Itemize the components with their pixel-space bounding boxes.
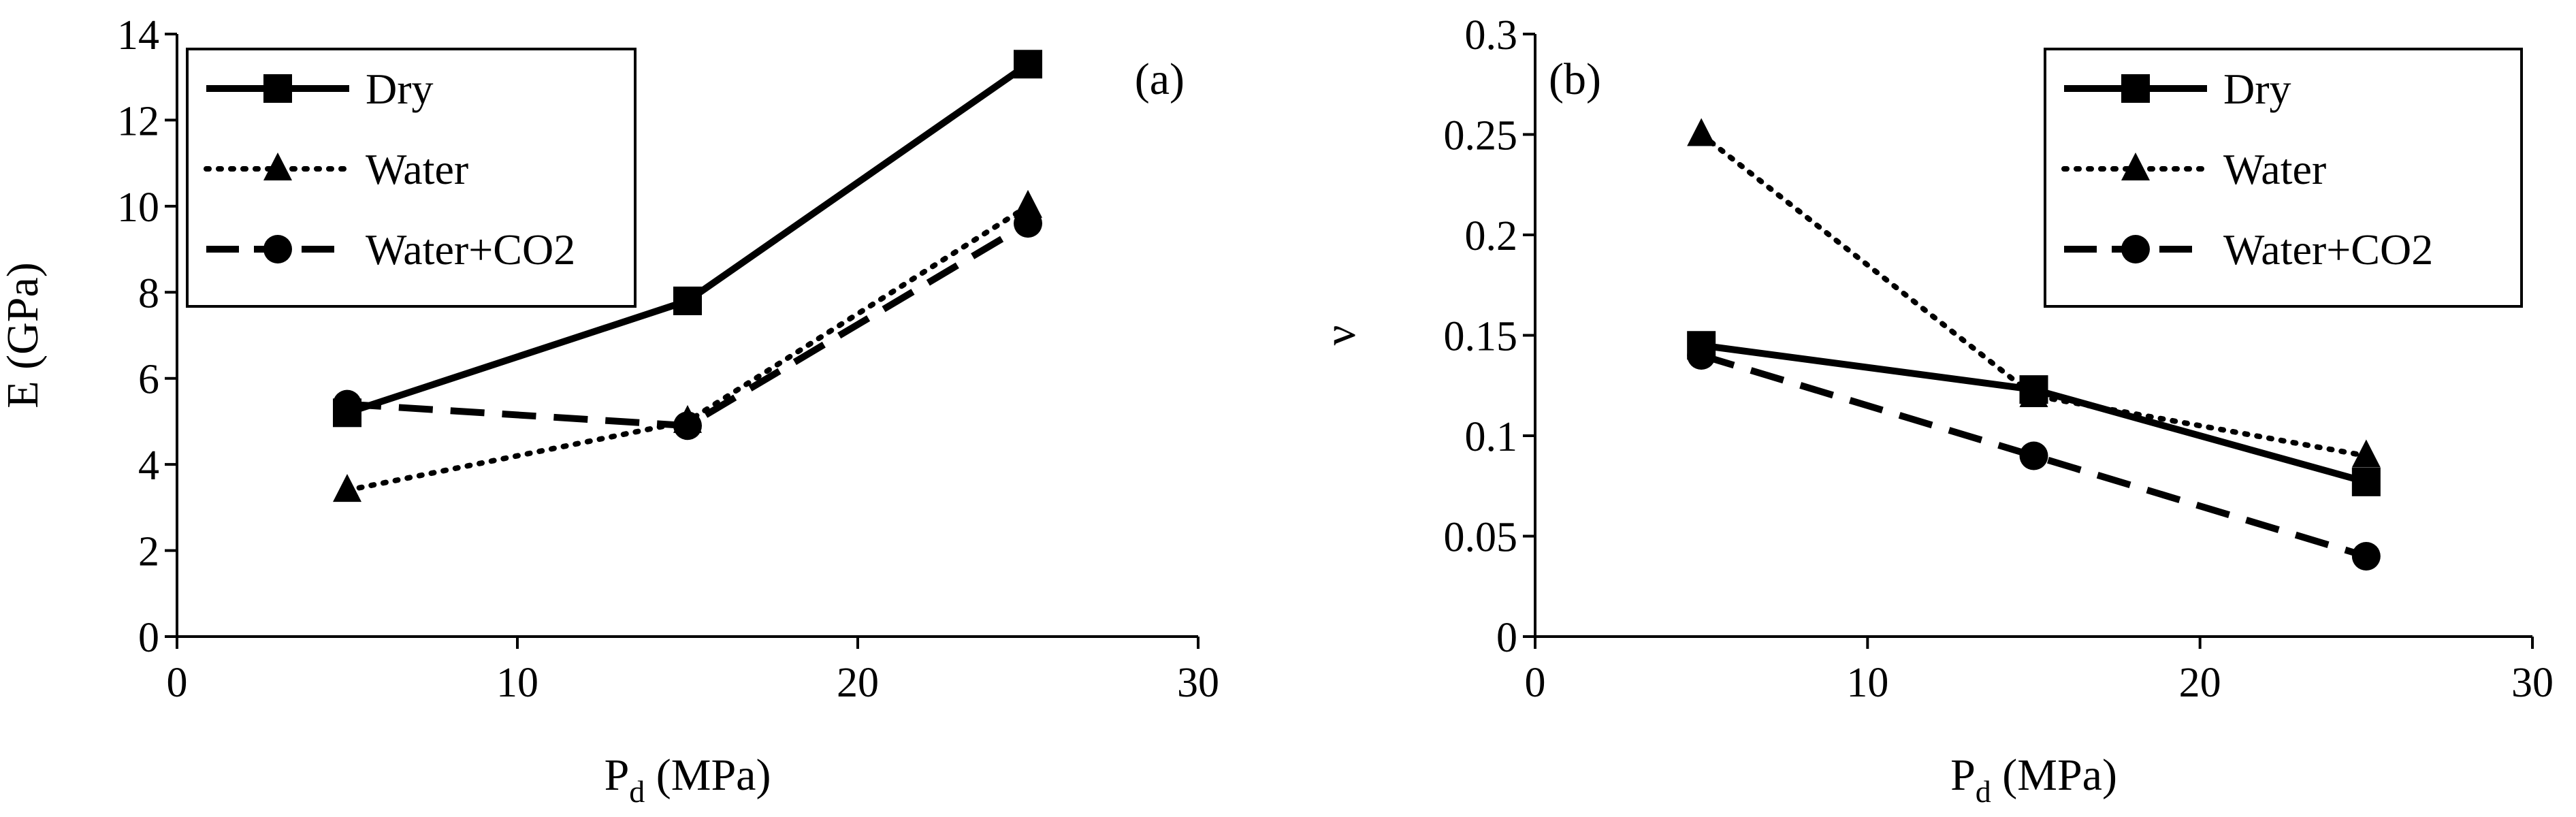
x-axis-label-main: P bbox=[605, 750, 630, 800]
y-axis-label: ν bbox=[1315, 325, 1365, 346]
x-tick-label: 20 bbox=[2179, 660, 2221, 706]
series-water-co2 bbox=[1687, 341, 2381, 571]
x-axis-label: Pd (MPa) bbox=[1950, 750, 2117, 809]
x-tick-label: 0 bbox=[1525, 660, 1546, 706]
data-point bbox=[333, 389, 361, 419]
chart-panel-a: 0 2 4 6 8 10 12 14 0 10 20 30 Pd (MPa) E (GPa) (a) Dry W… bbox=[0, 12, 1219, 809]
y-tick-label: 0.1 bbox=[1465, 414, 1518, 460]
y-tick-label: 0.25 bbox=[1444, 113, 1518, 159]
chart-panel-b: 0 0.05 0.1 0.15 0.2 0.25 0.3 0 10 20 30 Pd (MPa) ν (b… bbox=[1315, 12, 2554, 809]
x-tick-label: 0 bbox=[167, 660, 188, 706]
data-point bbox=[2351, 439, 2381, 468]
legend: Dry Water Water+CO2 bbox=[2044, 48, 2523, 308]
x-tick-label: 30 bbox=[2511, 660, 2554, 706]
legend-label: Dry bbox=[2223, 65, 2291, 113]
y-tick-label: 4 bbox=[138, 443, 159, 489]
y-tick-label: 0.05 bbox=[1444, 515, 1518, 561]
x-axis-label: Pd (MPa) bbox=[605, 750, 771, 809]
data-point bbox=[1687, 118, 1716, 146]
data-point bbox=[1687, 341, 1716, 370]
data-point bbox=[2019, 441, 2048, 470]
x-tick-label: 20 bbox=[837, 660, 879, 706]
y-tick-label: 6 bbox=[138, 357, 159, 403]
legend: Dry Water Water+CO2 bbox=[186, 48, 637, 308]
x-axis-label-unit: (MPa) bbox=[1991, 750, 2117, 800]
data-point bbox=[333, 474, 361, 502]
panel-label: (b) bbox=[1549, 54, 1601, 104]
legend-label: Water+CO2 bbox=[2223, 225, 2433, 274]
y-axis-label: E (GPa) bbox=[0, 262, 48, 408]
x-axis-label-subscript: d bbox=[629, 774, 645, 809]
x-tick-label: 10 bbox=[496, 660, 538, 706]
legend-swatch-marker bbox=[263, 74, 292, 103]
series-water bbox=[1687, 118, 2381, 468]
x-tick-label: 30 bbox=[1177, 660, 1219, 706]
data-point bbox=[2351, 542, 2381, 571]
legend-label: Water bbox=[2223, 145, 2326, 193]
data-point bbox=[2351, 467, 2381, 496]
data-point bbox=[673, 286, 702, 315]
legend-swatch-marker bbox=[2121, 153, 2150, 180]
y-tick-label: 0.3 bbox=[1465, 12, 1518, 59]
legend-swatch-marker bbox=[263, 153, 292, 180]
data-point bbox=[1014, 209, 1042, 238]
x-tick-label: 10 bbox=[1846, 660, 1888, 706]
series-line bbox=[1700, 352, 2368, 560]
legend-label: Dry bbox=[366, 65, 434, 113]
y-tick-label: 2 bbox=[138, 529, 159, 575]
y-tick-label: 10 bbox=[117, 185, 159, 231]
data-point bbox=[1014, 189, 1042, 218]
x-axis-label-main: P bbox=[1950, 750, 1976, 800]
x-axis-label-subscript: d bbox=[1976, 774, 1991, 809]
panel-label: (a) bbox=[1135, 54, 1185, 104]
series-water-co2 bbox=[333, 209, 1042, 440]
data-point bbox=[673, 411, 702, 440]
y-tick-label: 12 bbox=[117, 98, 159, 144]
legend-label: Water+CO2 bbox=[366, 225, 575, 274]
series-dry bbox=[1687, 331, 2381, 496]
legend-swatch-marker bbox=[2121, 235, 2150, 263]
y-tick-label: 14 bbox=[117, 12, 159, 59]
series-line bbox=[1698, 131, 2369, 459]
legend-swatch-marker bbox=[2121, 74, 2150, 103]
data-point bbox=[1014, 50, 1042, 79]
x-axis-label-unit: (MPa) bbox=[645, 750, 771, 800]
y-tick-label: 0.15 bbox=[1444, 314, 1518, 360]
y-tick-label: 0 bbox=[1496, 615, 1517, 661]
y-tick-label: 8 bbox=[138, 270, 159, 317]
data-point bbox=[2019, 379, 2048, 407]
y-tick-label: 0 bbox=[138, 615, 159, 661]
legend-swatch-marker bbox=[263, 235, 292, 263]
y-tick-label: 0.2 bbox=[1465, 213, 1518, 259]
legend-label: Water bbox=[366, 145, 468, 193]
